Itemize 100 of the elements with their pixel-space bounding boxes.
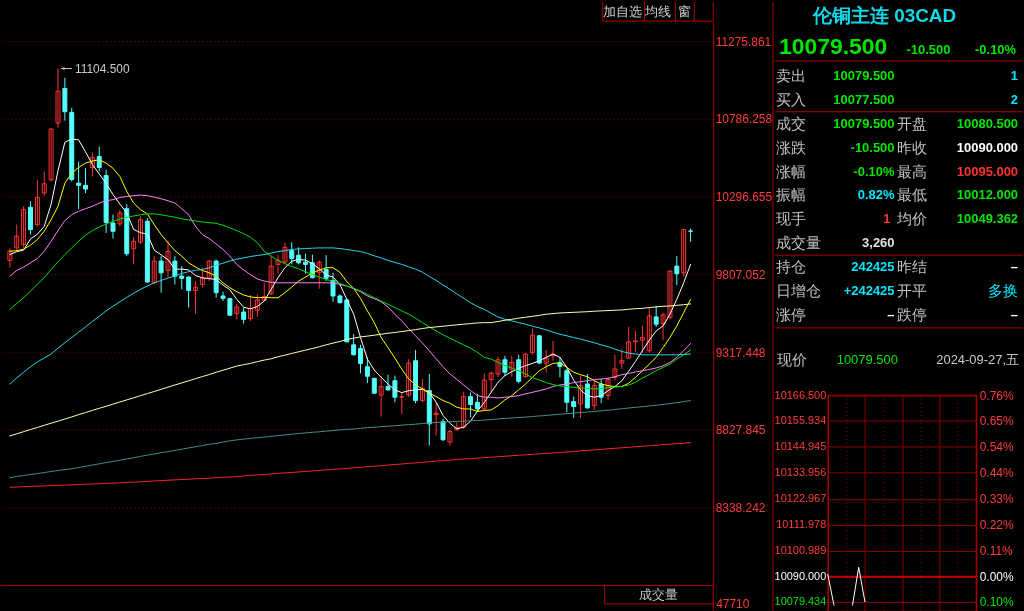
y-tick-label: 10100.989: [774, 544, 827, 557]
candlestick: [578, 375, 584, 419]
y-tick-label: 10111.978: [776, 518, 827, 531]
candlestick: [502, 355, 508, 377]
text: 1: [1010, 67, 1019, 83]
y-tick-label: 10122.967: [774, 492, 827, 505]
text: 2: [1010, 91, 1019, 107]
text: -10.500: [906, 41, 951, 57]
text: 现价: [776, 350, 807, 368]
text: 47710: [716, 596, 750, 611]
annotation: 11104.500: [74, 61, 130, 76]
line-series: [9, 442, 692, 488]
text: –: [887, 306, 895, 322]
text: –: [1010, 259, 1019, 275]
text: -10.500: [850, 139, 895, 155]
text: 涨幅: [775, 162, 806, 180]
text: 卖出: [775, 66, 806, 84]
text: 10049.362: [956, 211, 1019, 227]
text: 均线: [644, 4, 672, 20]
candlestick: [619, 348, 625, 370]
y-tick-label: 10166.500: [774, 389, 827, 402]
text: 10080.500: [956, 115, 1019, 131]
text: 涨停: [775, 305, 806, 323]
candlestick: [633, 330, 639, 353]
candlestick: [440, 418, 446, 442]
candlestick: [523, 352, 529, 378]
candlestick: [117, 209, 123, 227]
y-tick-label: 10786.258: [715, 112, 773, 127]
text: 2024-09-27,五: [936, 351, 1020, 367]
candlestick: [76, 161, 82, 210]
candlestick: [41, 170, 47, 197]
candlestick: [468, 391, 474, 418]
candlestick: [62, 77, 68, 122]
text: –: [1010, 306, 1019, 322]
text: 加自选: [603, 4, 643, 20]
candlestick: [605, 376, 611, 401]
candlestick: [110, 214, 116, 240]
candlestick: [206, 259, 212, 282]
candlestick: [591, 380, 597, 411]
candlestick: [55, 68, 61, 129]
candlestick: [543, 349, 549, 373]
text: 窗: [677, 4, 691, 20]
candlestick: [89, 152, 95, 177]
y2-tick-label: 0.76%: [979, 389, 1014, 404]
y2-tick-label: 0.00%: [979, 570, 1014, 585]
text: 最低: [897, 186, 928, 204]
text: 多换: [988, 282, 1019, 300]
text: 均价: [896, 210, 928, 228]
text: 成交量: [775, 234, 821, 252]
text: 现手: [775, 210, 806, 228]
candlestick: [131, 236, 137, 265]
text: 昨结: [897, 258, 928, 276]
text: 跌停: [897, 305, 928, 323]
candlestick: [447, 429, 453, 446]
text: 0.82%: [857, 187, 895, 203]
candlestick: [165, 240, 171, 278]
candlestick: [351, 333, 357, 357]
text: -0.10%: [975, 41, 1017, 57]
candlestick: [461, 391, 467, 430]
y-tick-label: 10079.434: [774, 595, 827, 608]
text: 10079.500: [836, 351, 898, 367]
y-tick-label: 10155.934: [774, 414, 827, 427]
line-series: [9, 247, 692, 385]
text: 242425: [851, 259, 895, 275]
y-tick-label: 9317.448: [715, 345, 766, 360]
candlestick: [268, 255, 274, 296]
candlestick: [626, 326, 632, 360]
text: 成交量: [638, 586, 678, 602]
candlestick: [378, 375, 384, 418]
candlestick: [681, 228, 687, 278]
candlestick: [509, 355, 515, 378]
y-tick-label: 8338.242: [715, 500, 766, 515]
text: 1: [883, 211, 891, 227]
candlestick: [28, 200, 33, 236]
candlestick: [83, 167, 88, 194]
text: 昨收: [897, 138, 928, 156]
candlestick: [399, 391, 405, 415]
text: 10090.000: [956, 139, 1019, 155]
text: 开盘: [897, 114, 928, 132]
candlestick: [248, 294, 254, 322]
candlestick: [674, 255, 680, 286]
candlestick: [481, 372, 487, 411]
candlestick: [21, 205, 27, 249]
candlestick: [433, 401, 439, 436]
candlestick: [419, 378, 425, 403]
text: 3,260: [862, 235, 895, 251]
candlestick: [138, 215, 143, 245]
candlestick: [34, 179, 40, 227]
candlestick: [323, 254, 329, 282]
candlestick: [571, 396, 577, 419]
candlestick: [584, 373, 590, 410]
text: 持仓: [775, 258, 806, 276]
text: 10079.500: [833, 115, 895, 131]
text: 10079.500: [833, 67, 895, 83]
candlestick: [186, 275, 192, 309]
candlestick: [612, 354, 618, 382]
candlestick: [406, 358, 412, 398]
text: 伦铜主连 03CAD: [811, 5, 957, 27]
candlestick: [550, 340, 556, 362]
candlestick: [529, 328, 535, 356]
